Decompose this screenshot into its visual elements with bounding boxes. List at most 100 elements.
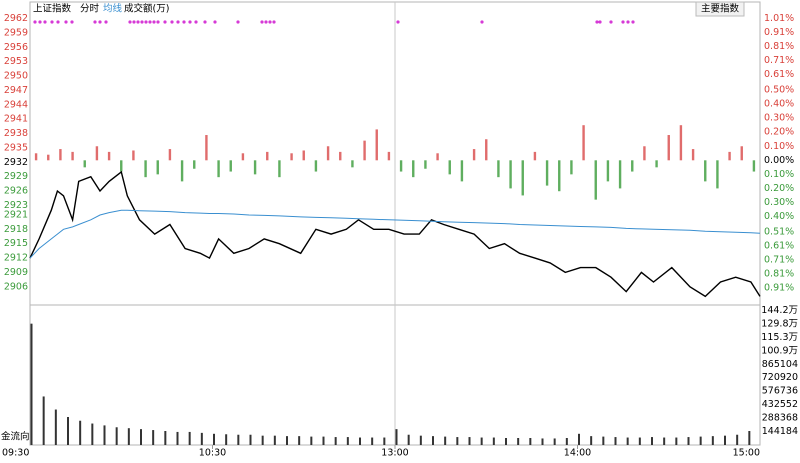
breadth-bar — [120, 160, 123, 172]
y2-tick-label: 0.61% — [764, 241, 794, 252]
breadth-bar — [570, 160, 573, 175]
y2-tick-label: 0.81% — [764, 269, 794, 280]
volume-bar — [371, 437, 374, 445]
volume-bar — [164, 431, 167, 445]
breadth-bar — [594, 160, 597, 200]
volume-tick-label: 115.3万 — [761, 332, 798, 343]
volume-bar — [663, 437, 666, 445]
volume-title: 成交额(万) — [124, 3, 169, 15]
breadth-bar — [424, 160, 427, 169]
volume-bar — [298, 436, 301, 445]
volume-bar — [79, 420, 82, 445]
chart-title: 上证指数 — [33, 3, 72, 15]
line — [29, 170, 761, 298]
event-dot — [136, 20, 140, 24]
breadth-bar — [326, 146, 330, 161]
volume-bar — [419, 435, 422, 445]
breadth-bar — [558, 160, 561, 192]
volume-bar — [590, 436, 593, 445]
volume-bar — [103, 425, 106, 445]
volume-bar — [54, 409, 57, 445]
volume-bar — [724, 435, 726, 445]
volume-bar — [407, 434, 410, 445]
event-dot — [33, 20, 37, 24]
y-tick-label: 2935 — [4, 142, 28, 153]
volume-bar — [188, 431, 191, 445]
event-dot — [176, 20, 180, 24]
event-dot — [264, 20, 268, 24]
button[interactable] — [695, 1, 745, 17]
event-dot — [480, 20, 484, 24]
event-dot — [56, 20, 60, 24]
breadth-bar — [643, 146, 646, 161]
y2-tick-label: 0.00% — [764, 155, 794, 166]
breadth-bar — [217, 160, 220, 178]
y2-tick-label: 0.10% — [764, 169, 794, 180]
event-dot — [43, 20, 47, 24]
volume-bar — [468, 437, 471, 445]
breadth-bar — [34, 153, 38, 161]
breadth-bar — [83, 160, 86, 168]
y2-tick-label: 0.61% — [764, 69, 794, 80]
volume-bar — [127, 428, 130, 445]
legend-entry: 分时 — [80, 3, 100, 15]
event-dot — [152, 20, 156, 24]
breadth-bar — [460, 160, 464, 182]
breadth-bar — [229, 160, 232, 172]
event-dot — [140, 20, 144, 24]
breadth-bar — [180, 160, 184, 182]
y-tick-label: 2906 — [4, 281, 28, 292]
event-dot — [213, 20, 217, 24]
breadth-bar — [618, 160, 622, 189]
volume-bar — [395, 429, 398, 445]
event-dot — [104, 20, 108, 24]
event-dot — [396, 20, 400, 24]
y2-tick-label: 0.20% — [764, 183, 794, 194]
event-dot — [50, 20, 54, 24]
y-tick-label: 2912 — [4, 253, 28, 264]
x-tick-label: 09:30 — [2, 448, 29, 459]
breadth-bar — [59, 149, 62, 161]
y-tick-label: 2956 — [4, 42, 28, 53]
event-dot — [236, 20, 240, 24]
breadth-bar — [606, 160, 610, 182]
volume-bar — [200, 432, 203, 445]
volume-bar — [638, 437, 641, 445]
breadth-bar — [168, 149, 172, 161]
volume-bar — [614, 437, 617, 445]
breadth-bar — [375, 129, 378, 161]
breadth-bar — [387, 151, 391, 161]
event-dot — [170, 20, 174, 24]
breadth-bar — [752, 160, 756, 172]
event-dot — [148, 20, 152, 24]
event-dot — [598, 20, 602, 24]
breadth-bar — [509, 160, 512, 189]
y2-tick-label: 1.01% — [764, 13, 794, 24]
y-tick-label: 2962 — [4, 13, 28, 24]
event-dot — [203, 20, 207, 24]
volume-bar — [334, 437, 337, 445]
volume-bar — [553, 438, 556, 445]
y-tick-label: 2959 — [4, 27, 28, 38]
breadth-bar — [47, 154, 50, 161]
y2-tick-label: 0.40% — [764, 211, 794, 222]
volume-bar — [602, 436, 605, 445]
volume-bar — [432, 436, 434, 445]
y-tick-label: 2929 — [4, 171, 28, 182]
breadth-bar — [679, 125, 683, 161]
x-tick-label: 10:30 — [199, 448, 226, 459]
volume-bar — [541, 438, 544, 445]
y2-tick-label: 0.30% — [764, 197, 794, 208]
volume-bar — [651, 437, 653, 445]
event-dot — [194, 20, 198, 24]
volume-bar — [711, 436, 714, 445]
x-tick-label: 15:00 — [733, 448, 760, 459]
volume-bar — [578, 433, 580, 445]
button-label[interactable]: 主要指数 — [701, 3, 740, 15]
y-tick-label: 2944 — [4, 99, 28, 110]
volume-bar — [383, 437, 386, 445]
event-dot — [621, 20, 625, 24]
line — [29, 209, 761, 259]
